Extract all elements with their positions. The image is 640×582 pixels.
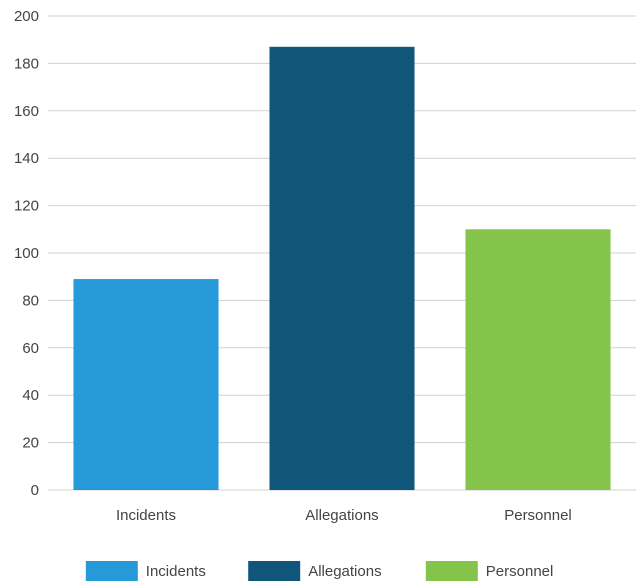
legend-label: Incidents [146,563,206,580]
legend-swatch-allegations [248,561,301,581]
y-tick-label: 160 [14,103,39,120]
y-tick-label: 120 [14,198,39,215]
x-tick-label: Allegations [305,507,378,524]
legend-label: Allegations [308,563,381,580]
legend-swatch-personnel [425,561,478,581]
legend-swatch-incidents [85,561,138,581]
legend: Incidents Allegations Personnel [85,561,554,581]
y-tick-label: 100 [14,245,39,262]
bar-personnel [465,229,611,491]
y-tick-label: 40 [22,387,39,404]
bar-incidents [73,279,219,490]
y-tick-label: 180 [14,55,39,72]
y-tick-label: 80 [22,292,39,309]
x-tick-label: Personnel [504,507,572,524]
y-tick-label: 60 [22,340,39,357]
x-axis: Incidents Allegations Personnel [116,507,572,524]
y-tick-label: 0 [31,482,39,499]
bars [73,46,611,491]
bar-allegations [269,46,415,491]
y-axis: 0 20 40 60 80 100 120 140 160 180 200 [14,8,39,499]
y-tick-label: 200 [14,8,39,25]
legend-label: Personnel [486,563,554,580]
x-tick-label: Incidents [116,507,176,524]
y-tick-label: 20 [22,435,39,452]
y-tick-label: 140 [14,150,39,167]
